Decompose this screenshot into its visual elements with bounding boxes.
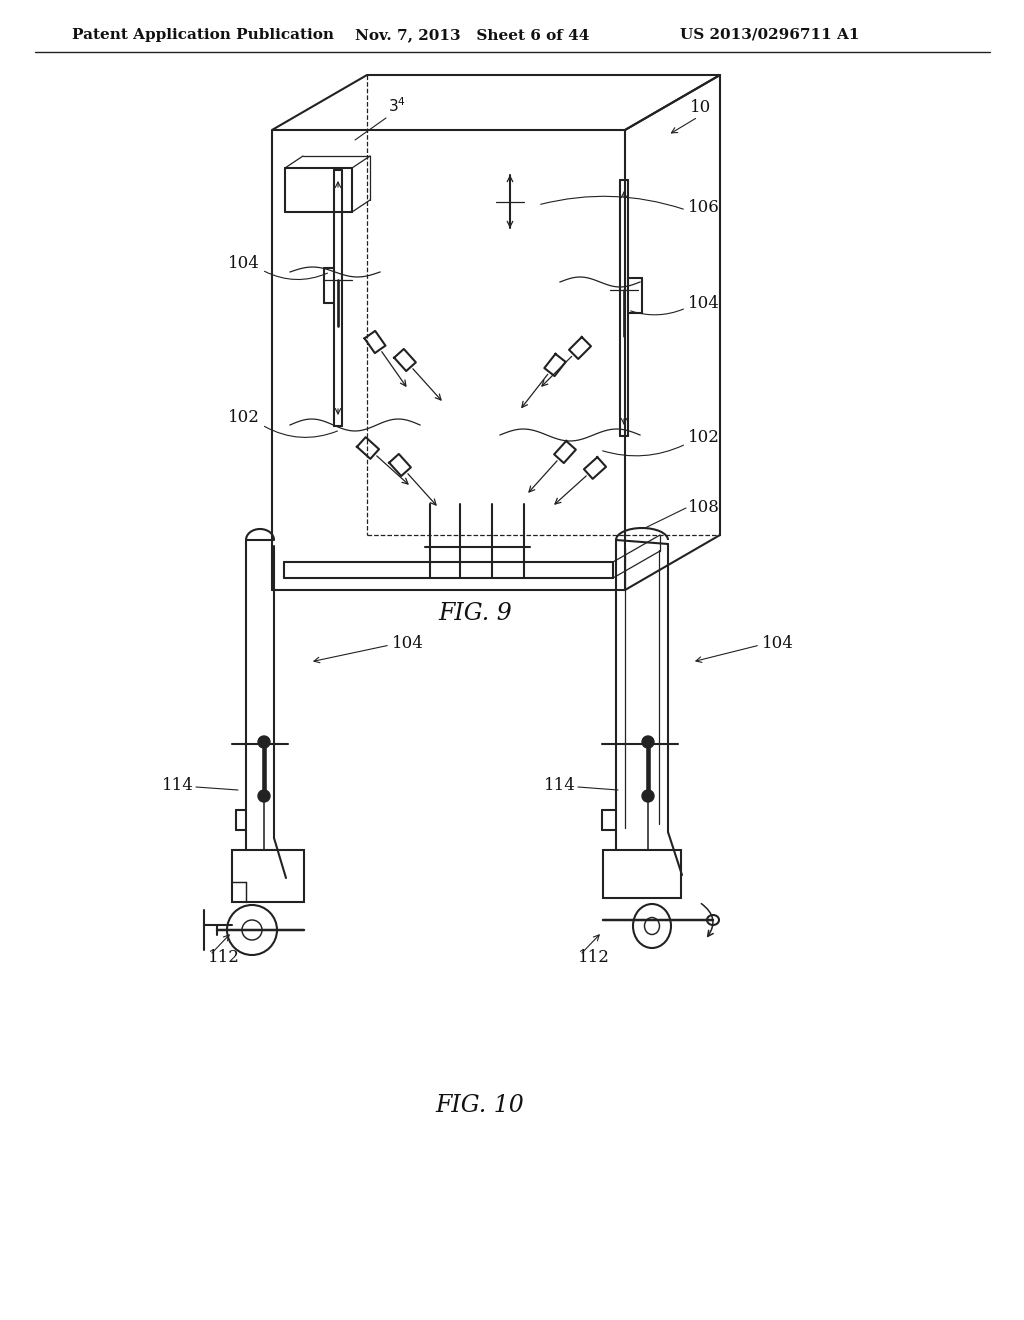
Circle shape <box>642 789 654 803</box>
Text: Nov. 7, 2013   Sheet 6 of 44: Nov. 7, 2013 Sheet 6 of 44 <box>355 28 590 42</box>
Text: $3^4$: $3^4$ <box>388 96 406 115</box>
Text: FIG. 9: FIG. 9 <box>438 602 512 624</box>
Bar <box>232 850 304 902</box>
Text: 114: 114 <box>162 777 194 795</box>
Text: US 2013/0296711 A1: US 2013/0296711 A1 <box>680 28 859 42</box>
Circle shape <box>258 737 270 748</box>
Text: 104: 104 <box>392 635 424 652</box>
Text: 10: 10 <box>690 99 712 116</box>
Text: FIG. 10: FIG. 10 <box>435 1094 524 1117</box>
Text: 104: 104 <box>228 255 260 272</box>
Bar <box>603 850 681 898</box>
Text: 112: 112 <box>208 949 240 966</box>
Circle shape <box>258 789 270 803</box>
Text: 104: 104 <box>762 635 794 652</box>
Text: 106: 106 <box>688 199 720 216</box>
Text: 112: 112 <box>578 949 610 966</box>
Text: 102: 102 <box>228 409 260 426</box>
Text: 108: 108 <box>688 499 720 516</box>
Text: 104: 104 <box>688 294 720 312</box>
Text: 114: 114 <box>544 777 575 795</box>
Text: 102: 102 <box>688 429 720 446</box>
Circle shape <box>642 737 654 748</box>
Text: Patent Application Publication: Patent Application Publication <box>72 28 334 42</box>
